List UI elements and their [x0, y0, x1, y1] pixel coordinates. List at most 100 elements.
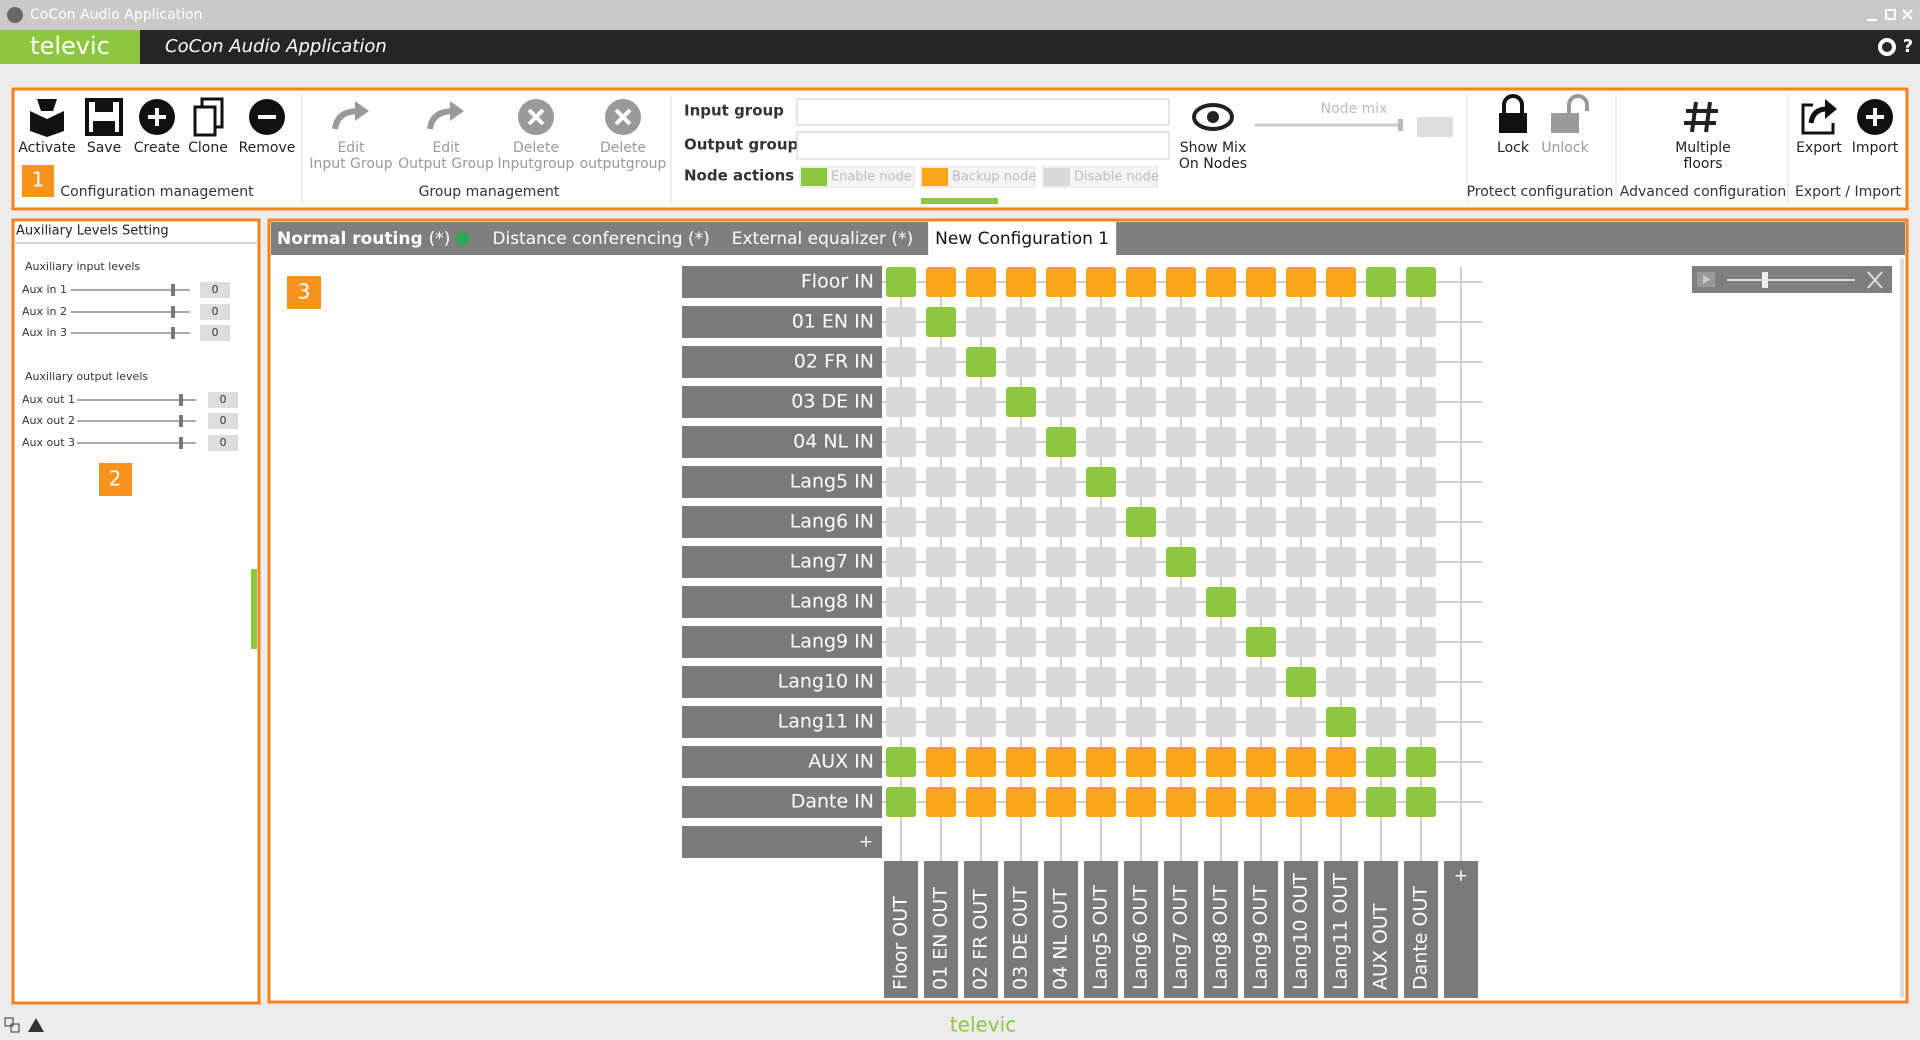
- zoom-control[interactable]: [1692, 266, 1892, 293]
- routing-node[interactable]: [1246, 547, 1276, 577]
- routing-node[interactable]: [1086, 667, 1116, 697]
- routing-node[interactable]: [1366, 587, 1396, 617]
- routing-node[interactable]: [1166, 587, 1196, 617]
- plus-icon[interactable]: [1857, 99, 1893, 135]
- routing-node[interactable]: [1286, 307, 1316, 337]
- input-label-bg[interactable]: [682, 346, 882, 378]
- routing-node[interactable]: [966, 587, 996, 617]
- routing-node[interactable]: [966, 347, 996, 377]
- routing-node[interactable]: [1006, 347, 1036, 377]
- routing-node[interactable]: [1166, 347, 1196, 377]
- routing-node[interactable]: [1046, 467, 1076, 497]
- routing-node[interactable]: [1366, 787, 1396, 817]
- routing-node[interactable]: [1206, 267, 1236, 297]
- routing-node[interactable]: [1326, 347, 1356, 377]
- routing-node[interactable]: [1286, 347, 1316, 377]
- routing-node[interactable]: [1046, 267, 1076, 297]
- routing-node[interactable]: [1006, 427, 1036, 457]
- routing-node[interactable]: [1246, 627, 1276, 657]
- routing-node[interactable]: [1006, 707, 1036, 737]
- clone-icon[interactable]: [193, 97, 224, 137]
- routing-node[interactable]: [1126, 587, 1156, 617]
- lock-icon[interactable]: [1499, 94, 1527, 133]
- routing-node[interactable]: [1046, 747, 1076, 777]
- node-action[interactable]: Enable node: [799, 166, 915, 188]
- routing-node[interactable]: [1206, 427, 1236, 457]
- routing-node[interactable]: [966, 707, 996, 737]
- routing-node[interactable]: [1286, 747, 1316, 777]
- routing-node[interactable]: [1086, 347, 1116, 377]
- routing-node[interactable]: [1086, 507, 1116, 537]
- routing-node[interactable]: [1246, 307, 1276, 337]
- routing-node[interactable]: [1326, 787, 1356, 817]
- button-label[interactable]: Create: [134, 140, 181, 156]
- routing-node[interactable]: [1206, 787, 1236, 817]
- routing-node[interactable]: [1166, 627, 1196, 657]
- routing-node[interactable]: [1326, 427, 1356, 457]
- input-label-bg[interactable]: [682, 546, 882, 578]
- routing-node[interactable]: [1126, 747, 1156, 777]
- routing-node[interactable]: [1326, 267, 1356, 297]
- routing-node[interactable]: [1326, 587, 1356, 617]
- button-label[interactable]: Import: [1852, 140, 1899, 156]
- routing-node[interactable]: [1366, 427, 1396, 457]
- routing-node[interactable]: [1006, 267, 1036, 297]
- routing-node[interactable]: [1046, 547, 1076, 577]
- routing-node[interactable]: [1126, 547, 1156, 577]
- routing-node[interactable]: [1406, 307, 1436, 337]
- routing-node[interactable]: [886, 467, 916, 497]
- routing-node[interactable]: [926, 507, 956, 537]
- routing-node[interactable]: [1326, 547, 1356, 577]
- button-label[interactable]: Remove: [239, 140, 296, 156]
- routing-node[interactable]: [966, 267, 996, 297]
- routing-node[interactable]: [886, 667, 916, 697]
- routing-node[interactable]: [1286, 387, 1316, 417]
- routing-node[interactable]: [1366, 307, 1396, 337]
- routing-node[interactable]: [1406, 347, 1436, 377]
- routing-node[interactable]: [966, 507, 996, 537]
- cross-icon[interactable]: [518, 99, 554, 135]
- routing-node[interactable]: [886, 787, 916, 817]
- routing-node[interactable]: [1046, 347, 1076, 377]
- input-label-bg[interactable]: [682, 266, 882, 298]
- button-label[interactable]: Export: [1796, 140, 1842, 156]
- routing-node[interactable]: [1326, 747, 1356, 777]
- routing-node[interactable]: [1126, 267, 1156, 297]
- routing-node[interactable]: [1166, 507, 1196, 537]
- routing-node[interactable]: [1006, 387, 1036, 417]
- routing-node[interactable]: [1046, 787, 1076, 817]
- routing-node[interactable]: [926, 787, 956, 817]
- routing-node[interactable]: [886, 707, 916, 737]
- routing-node[interactable]: [1086, 427, 1116, 457]
- routing-node[interactable]: [1206, 707, 1236, 737]
- routing-node[interactable]: [1286, 587, 1316, 617]
- routing-node[interactable]: [1166, 267, 1196, 297]
- routing-node[interactable]: [926, 667, 956, 697]
- routing-node[interactable]: [1206, 747, 1236, 777]
- routing-node[interactable]: [1326, 627, 1356, 657]
- routing-node[interactable]: [1246, 587, 1276, 617]
- routing-node[interactable]: [1246, 787, 1276, 817]
- routing-node[interactable]: [966, 467, 996, 497]
- routing-node[interactable]: [1286, 267, 1316, 297]
- output-group-field[interactable]: [796, 131, 1170, 160]
- routing-node[interactable]: [1126, 667, 1156, 697]
- routing-node[interactable]: [1286, 467, 1316, 497]
- routing-node[interactable]: [1366, 467, 1396, 497]
- save-icon[interactable]: [85, 98, 123, 136]
- input-label-bg[interactable]: [682, 786, 882, 818]
- node-action[interactable]: Backup node: [920, 166, 1036, 188]
- routing-node[interactable]: [1286, 787, 1316, 817]
- input-group-field[interactable]: [796, 98, 1170, 126]
- routing-node[interactable]: [1406, 387, 1436, 417]
- routing-node[interactable]: [1046, 627, 1076, 657]
- routing-node[interactable]: [1366, 667, 1396, 697]
- routing-node[interactable]: [966, 387, 996, 417]
- routing-node[interactable]: [1406, 747, 1436, 777]
- routing-node[interactable]: [886, 547, 916, 577]
- routing-node[interactable]: [1006, 747, 1036, 777]
- output-label-bg[interactable]: [1044, 861, 1078, 998]
- routing-node[interactable]: [1046, 667, 1076, 697]
- routing-node[interactable]: [966, 787, 996, 817]
- slider-knob[interactable]: [171, 327, 175, 339]
